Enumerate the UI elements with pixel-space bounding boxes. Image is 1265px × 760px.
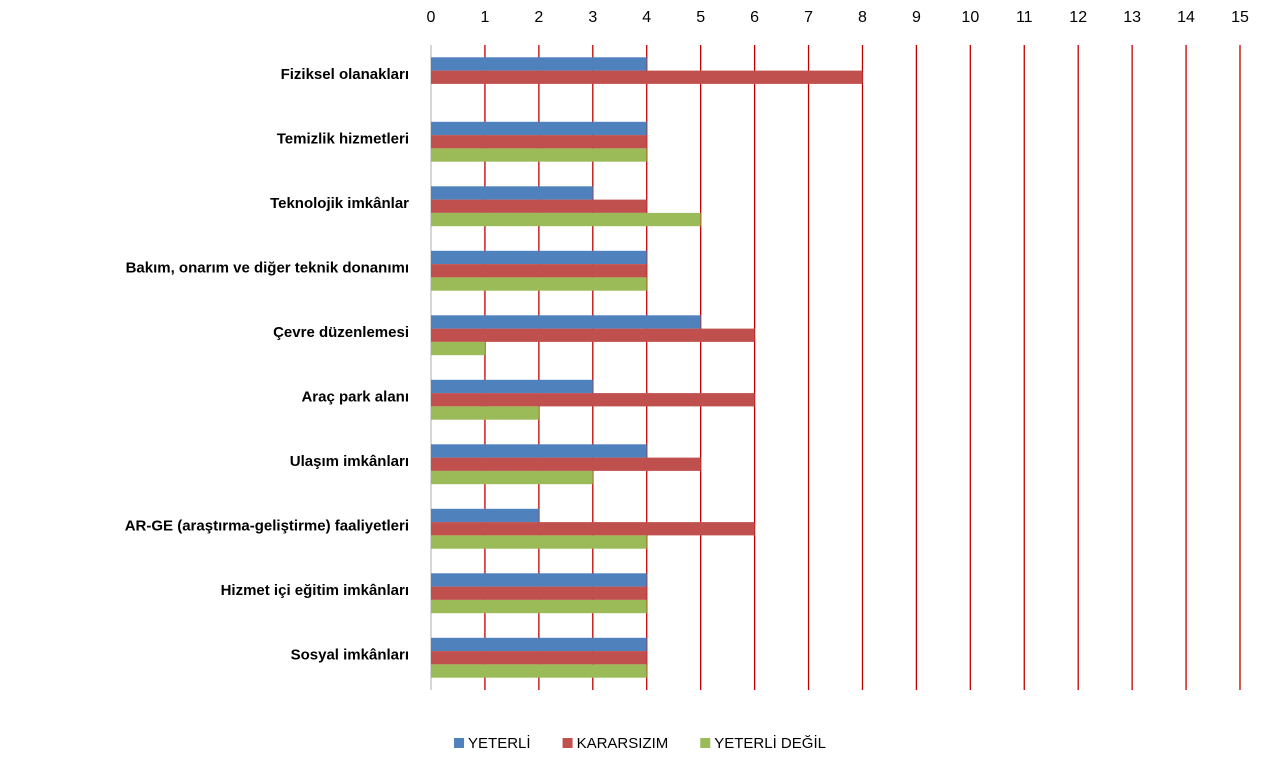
x-tick-label: 6 xyxy=(750,9,759,26)
bar xyxy=(431,406,539,420)
category-label: Çevre düzenlemesi xyxy=(273,324,409,341)
bar xyxy=(431,457,701,471)
legend-label: KARARSIZIM xyxy=(577,735,669,752)
bar xyxy=(431,277,647,291)
bar xyxy=(431,328,755,342)
bar xyxy=(431,535,647,549)
x-tick-label: 2 xyxy=(534,9,543,26)
category-label: Teknolojik imkânlar xyxy=(270,195,409,212)
bar xyxy=(431,393,755,407)
category-label: Hizmet içi eğitim imkânları xyxy=(221,582,409,599)
x-tick-label: 8 xyxy=(858,9,867,26)
bar xyxy=(431,315,701,329)
x-tick-label: 5 xyxy=(696,9,705,26)
x-tick-label: 14 xyxy=(1177,9,1195,26)
x-tick-label: 1 xyxy=(480,9,489,26)
legend-label: YETERLİ xyxy=(468,734,531,752)
legend-swatch xyxy=(700,738,711,748)
bar xyxy=(431,508,539,523)
bar xyxy=(431,264,647,278)
x-tick-label: 12 xyxy=(1069,9,1087,26)
bar xyxy=(431,573,647,587)
x-tick-label: 15 xyxy=(1231,9,1249,26)
bar xyxy=(431,148,647,162)
legend-label: YETERLİ DEĞİL xyxy=(714,734,826,752)
bar xyxy=(431,586,647,600)
category-label: Araç park alanı xyxy=(301,389,409,406)
bar xyxy=(431,664,647,678)
category-label: Fiziksel olanakları xyxy=(281,66,409,83)
bar xyxy=(431,199,647,213)
bar xyxy=(431,379,593,394)
category-label: Sosyal imkânları xyxy=(291,647,409,664)
x-tick-label: 0 xyxy=(427,9,436,26)
x-tick-label: 7 xyxy=(804,9,813,26)
category-label: Temizlik hizmetleri xyxy=(277,131,409,148)
bar xyxy=(431,135,647,149)
bar xyxy=(431,522,755,536)
bar xyxy=(431,341,485,356)
bar xyxy=(431,599,647,614)
x-tick-label: 4 xyxy=(642,9,651,26)
x-tick-label: 10 xyxy=(961,9,979,26)
legend-swatch xyxy=(562,738,573,748)
bar xyxy=(431,444,647,458)
x-tick-label: 11 xyxy=(1016,9,1033,26)
bar xyxy=(431,121,647,136)
category-label: AR-GE (araştırma-geliştirme) faaliyetler… xyxy=(125,518,409,535)
bar xyxy=(431,186,593,200)
category-label: Ulaşım imkânları xyxy=(290,453,409,470)
legend-swatch xyxy=(454,738,465,748)
bar xyxy=(431,651,647,665)
category-label: Bakım, onarım ve diğer teknik donanımı xyxy=(126,260,409,277)
x-tick-label: 9 xyxy=(912,9,921,26)
bar xyxy=(431,250,647,265)
bar xyxy=(431,212,701,227)
bar xyxy=(431,637,647,652)
bar xyxy=(431,57,647,71)
bar xyxy=(431,70,863,84)
bar xyxy=(431,470,593,485)
x-tick-label: 3 xyxy=(588,9,597,26)
x-tick-label: 13 xyxy=(1123,9,1141,26)
